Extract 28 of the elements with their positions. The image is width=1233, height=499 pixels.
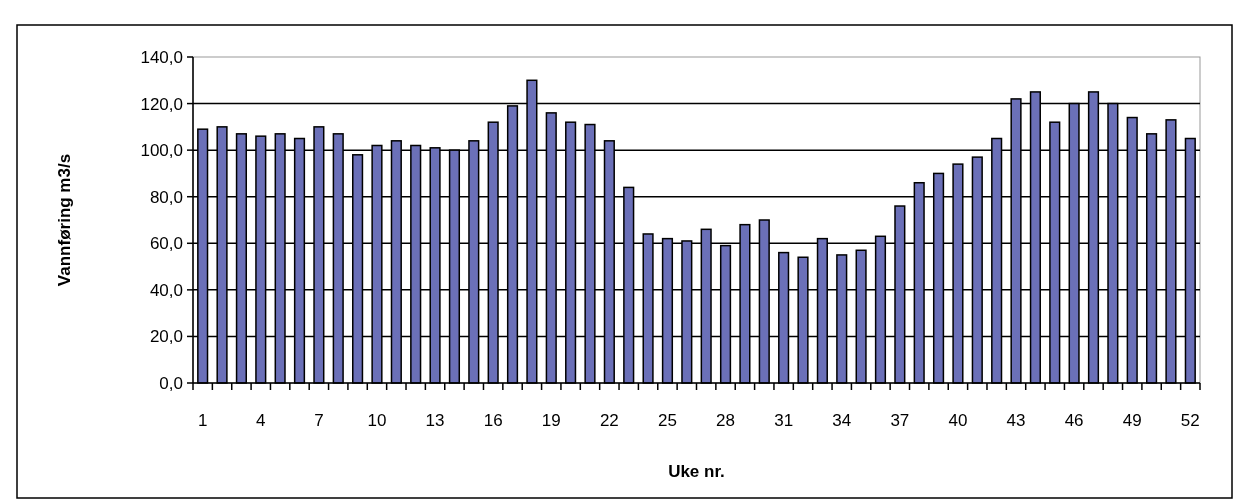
- x-tick-label: 43: [1006, 411, 1026, 430]
- x-tick-label: 7: [314, 411, 324, 430]
- y-tick-label: 80,0: [149, 187, 183, 207]
- x-tick-label: 25: [657, 411, 677, 430]
- x-tick-label: 28: [716, 411, 736, 430]
- y-tick-label: 20,0: [149, 327, 183, 347]
- x-axis-title: Uke nr.: [668, 462, 725, 481]
- y-tick-label: 140,0: [140, 47, 183, 67]
- x-tick-label: 22: [599, 411, 619, 430]
- x-tick-label: 1: [197, 411, 208, 430]
- x-tick-label: 19: [541, 411, 561, 430]
- x-tick-label: 49: [1122, 411, 1142, 430]
- y-tick-label: 100,0: [140, 141, 183, 161]
- x-tick-label: 13: [425, 411, 445, 430]
- y-tick-label: 0,0: [159, 373, 183, 393]
- x-tick-label: 31: [774, 411, 794, 430]
- x-tick-label: 37: [890, 411, 910, 430]
- y-tick-label: 40,0: [149, 280, 183, 300]
- x-tick-label: 46: [1064, 411, 1084, 430]
- x-tick-label: 40: [948, 411, 968, 430]
- y-tick-label: 120,0: [140, 94, 183, 114]
- x-tick-label: 34: [832, 411, 852, 430]
- y-axis-title: Vannføring m3/s: [55, 153, 74, 287]
- x-tick-label: 16: [483, 411, 503, 430]
- y-tick-label: 60,0: [149, 234, 183, 254]
- x-tick-label: 52: [1180, 411, 1200, 430]
- x-tick-label: 4: [256, 411, 266, 430]
- x-tick-label: 10: [367, 411, 387, 430]
